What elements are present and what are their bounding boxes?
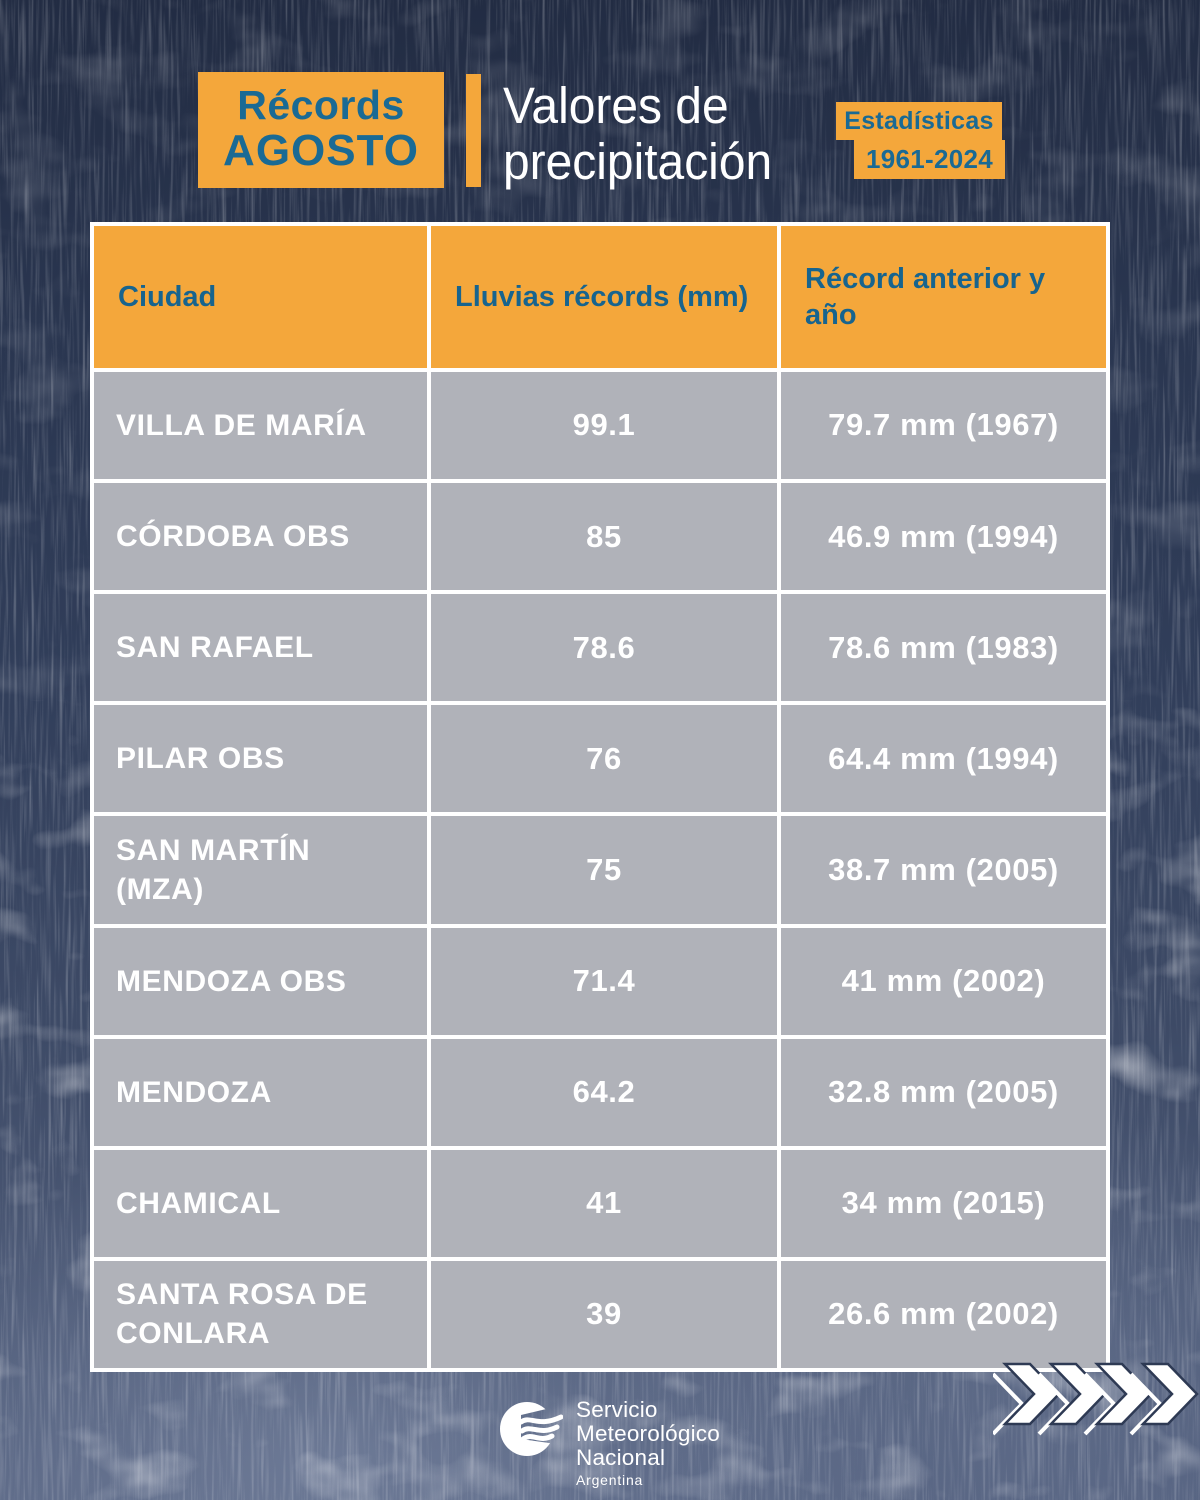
smn-wave-circle-icon bbox=[500, 1402, 563, 1456]
previous-record-cell: 79.7 mm (1967) bbox=[781, 372, 1106, 480]
smn-logo-text: Servicio Meteorológico Nacional Argentin… bbox=[576, 1398, 720, 1488]
record-cell: 76 bbox=[431, 705, 777, 813]
previous-record-cell: 34 mm (2015) bbox=[781, 1149, 1106, 1257]
city-cell: MENDOZA OBS bbox=[94, 927, 427, 1035]
title-line1: Récords bbox=[237, 82, 405, 129]
city-cell: CHAMICAL bbox=[94, 1149, 427, 1257]
city-cell: PILAR OBS bbox=[94, 705, 427, 813]
record-cell: 78.6 bbox=[431, 594, 777, 702]
column-header-record: Lluvias récords (mm) bbox=[431, 226, 777, 368]
city-cell: SAN MARTÍN (MZA) bbox=[94, 816, 427, 924]
record-cell: 41 bbox=[431, 1149, 777, 1257]
city-cell: CÓRDOBA OBS bbox=[94, 483, 427, 591]
org-country: Argentina bbox=[576, 1471, 644, 1488]
title-box: Récords AGOSTO bbox=[198, 72, 444, 188]
org-name-line1: Servicio bbox=[576, 1397, 658, 1422]
record-cell: 75 bbox=[431, 816, 777, 924]
title-divider bbox=[466, 74, 481, 187]
stats-badge-label: Estadísticas bbox=[836, 102, 1002, 140]
subtitle-line2: precipitación bbox=[503, 133, 773, 191]
smn-logo: Servicio Meteorológico Nacional Argentin… bbox=[497, 1396, 720, 1488]
city-cell: SANTA ROSA DE CONLARA bbox=[94, 1260, 427, 1368]
record-cell: 85 bbox=[431, 483, 777, 591]
previous-record-cell: 78.6 mm (1983) bbox=[781, 594, 1106, 702]
previous-record-cell: 64.4 mm (1994) bbox=[781, 705, 1106, 813]
stats-badge-years: 1961-2024 bbox=[854, 140, 1005, 179]
city-cell: VILLA DE MARÍA bbox=[94, 372, 427, 480]
record-cell: 71.4 bbox=[431, 927, 777, 1035]
city-cell: MENDOZA bbox=[94, 1038, 427, 1146]
previous-record-cell: 41 mm (2002) bbox=[781, 927, 1106, 1035]
record-cell: 39 bbox=[431, 1260, 777, 1368]
column-header-previous: Récord anterior y año bbox=[781, 226, 1106, 368]
record-cell: 99.1 bbox=[431, 372, 777, 480]
previous-record-cell: 26.6 mm (2002) bbox=[781, 1260, 1106, 1368]
previous-record-cell: 38.7 mm (2005) bbox=[781, 816, 1106, 924]
previous-record-cell: 32.8 mm (2005) bbox=[781, 1038, 1106, 1146]
previous-record-cell: 46.9 mm (1994) bbox=[781, 483, 1106, 591]
record-cell: 64.2 bbox=[431, 1038, 777, 1146]
precipitation-records-table: Ciudad Lluvias récords (mm) Récord anter… bbox=[90, 222, 1110, 1372]
city-cell: SAN RAFAEL bbox=[94, 594, 427, 702]
org-name-line3: Nacional bbox=[576, 1444, 666, 1470]
chevron-right-arrows-icon bbox=[993, 1362, 1199, 1436]
subtitle-line1: Valores de bbox=[503, 77, 729, 134]
org-name-line2: Meteorológico bbox=[576, 1420, 720, 1446]
column-header-city: Ciudad bbox=[94, 226, 427, 368]
title-line2: AGOSTO bbox=[223, 126, 419, 176]
page-subtitle: Valores de precipitación bbox=[503, 77, 773, 191]
